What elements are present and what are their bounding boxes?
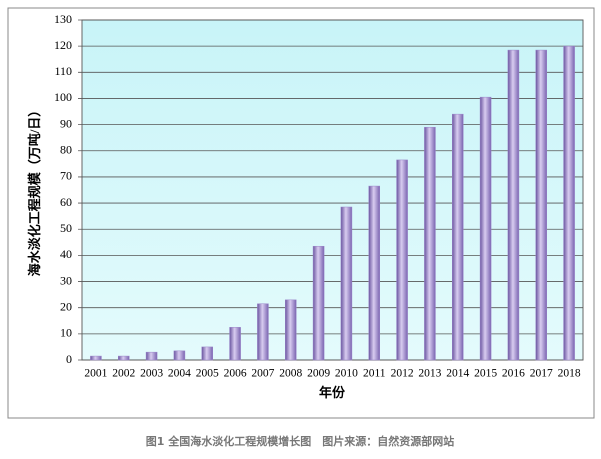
bar: [507, 49, 520, 361]
x-tick-label: 2006: [224, 368, 247, 380]
x-tick-label: 2009: [307, 368, 330, 380]
x-tick-label: 2004: [168, 368, 191, 380]
plot-area: [81, 19, 584, 361]
bar: [229, 327, 241, 361]
y-tick-label: 40: [60, 247, 72, 261]
y-tick-label: 50: [60, 221, 72, 235]
y-tick-label: 20: [60, 299, 72, 313]
x-tick-label: 2018: [558, 368, 581, 380]
bar: [452, 113, 464, 361]
x-tick-label: 2001: [84, 368, 107, 380]
bar: [173, 350, 186, 361]
bar: [396, 159, 408, 361]
bar: [90, 355, 102, 361]
bar: [424, 126, 436, 361]
bar: [257, 303, 269, 361]
x-tick-label: 2011: [363, 368, 386, 380]
x-tick-label: 2014: [446, 368, 469, 380]
x-tick-label: 2013: [418, 368, 441, 380]
x-tick-label: 2005: [196, 368, 219, 380]
y-tick-label: 70: [60, 169, 72, 183]
x-tick-label: 2002: [112, 368, 135, 380]
y-axis-label: 海水淡化工程规模（万吨/日）: [27, 104, 42, 277]
y-tick-label: 130: [54, 12, 72, 26]
y-tick-label: 30: [60, 273, 72, 287]
y-tick-label: 10: [60, 326, 72, 340]
bar: [145, 351, 158, 361]
x-tick-label: 2003: [140, 368, 163, 380]
bar: [118, 355, 130, 361]
caption: 图1 全国海水淡化工程规模增长图 图片来源：自然资源部网站: [146, 434, 454, 448]
y-tick-label: 60: [60, 195, 72, 209]
x-tick-label: 2012: [391, 368, 414, 380]
x-tick-label: 2016: [502, 368, 525, 380]
y-tick-label: 90: [60, 116, 72, 130]
bar: [201, 346, 213, 361]
y-tick-label: 0: [66, 352, 72, 366]
y-tick-label: 80: [60, 143, 72, 157]
bar: [563, 45, 575, 361]
x-tick-label: 2008: [279, 368, 302, 380]
x-tick-label: 2015: [474, 368, 497, 380]
x-tick-label: 2017: [530, 368, 553, 380]
y-tick-label: 110: [54, 64, 72, 78]
x-axis-label: 年份: [319, 385, 346, 400]
y-tick-label: 120: [54, 38, 72, 52]
bar: [340, 206, 353, 361]
y-tick-label: 100: [54, 90, 72, 104]
x-tick-label: 2007: [251, 368, 274, 380]
bar: [535, 49, 547, 361]
bar: [368, 185, 380, 361]
bar: [479, 96, 492, 361]
x-tick-label: 2010: [335, 368, 358, 380]
bar: [285, 299, 297, 361]
bar: [312, 245, 325, 361]
